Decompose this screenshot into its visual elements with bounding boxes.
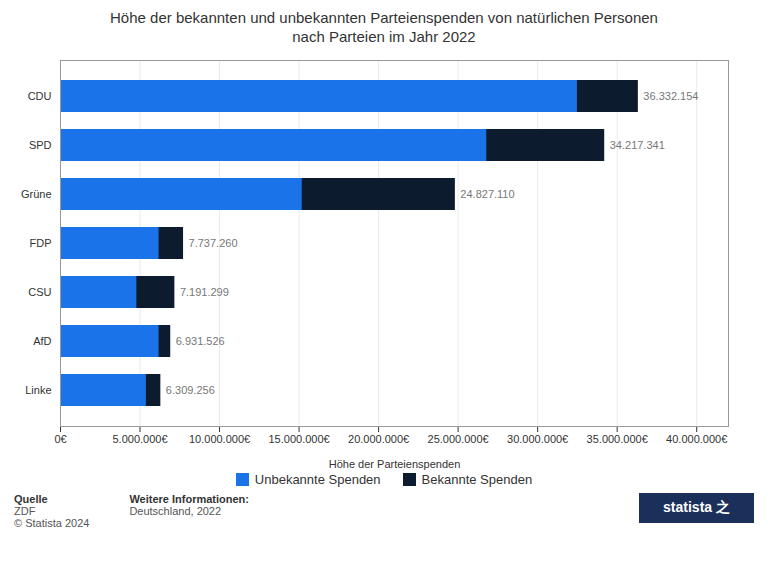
svg-text:0€: 0€ — [54, 433, 66, 445]
svg-text:6.931.526: 6.931.526 — [176, 335, 225, 347]
svg-text:10.000.000€: 10.000.000€ — [189, 433, 250, 445]
svg-text:30.000.000€: 30.000.000€ — [507, 433, 568, 445]
svg-text:24.827.110: 24.827.110 — [460, 188, 514, 200]
svg-text:CDU: CDU — [28, 90, 52, 102]
html-text:Unbekannte Spenden: Unbekannte Spenden — [254, 472, 381, 487]
svg-text:Grüne: Grüne — [21, 188, 52, 200]
svg-text:34.217.341: 34.217.341 — [610, 139, 665, 151]
svg-text:6.309.256: 6.309.256 — [166, 384, 215, 396]
svg-text:36.332.154: 36.332.154 — [643, 90, 698, 102]
svg-text:25.000.000€: 25.000.000€ — [428, 433, 489, 445]
svg-text:Höhe der Parteienspenden: Höhe der Parteienspenden — [329, 458, 460, 470]
html-text:Bekannte Spenden: Bekannte Spenden — [421, 472, 533, 487]
svg-text:5.000.000€: 5.000.000€ — [112, 433, 167, 445]
html-text:statista 之: statista 之 — [663, 499, 730, 515]
svg-text:40.000.000€: 40.000.000€ — [666, 433, 727, 445]
svg-text:35.000.000€: 35.000.000€ — [587, 433, 648, 445]
html-text:Deutschland, 2022: Deutschland, 2022 — [129, 505, 222, 517]
svg-text:7.191.299: 7.191.299 — [180, 286, 229, 298]
svg-text:15.000.000€: 15.000.000€ — [268, 433, 329, 445]
svg-text:CSU: CSU — [28, 286, 51, 298]
svg-text:7.737.260: 7.737.260 — [189, 237, 238, 249]
svg-text:AfD: AfD — [33, 335, 51, 347]
svg-text:Linke: Linke — [25, 384, 51, 396]
html-text:Höhe der bekannten und unbekan: Höhe der bekannten und unbekannten Parte… — [110, 9, 658, 45]
svg-text:SPD: SPD — [29, 139, 52, 151]
svg-text:20.000.000€: 20.000.000€ — [348, 433, 409, 445]
html-text:ZDF © Statista 2024: ZDF © Statista 2024 — [14, 505, 90, 529]
html-text:Weitere Informationen:: Weitere Informationen: — [129, 493, 249, 505]
html-text:Quelle: Quelle — [14, 493, 48, 505]
svg-text:FDP: FDP — [30, 237, 52, 249]
